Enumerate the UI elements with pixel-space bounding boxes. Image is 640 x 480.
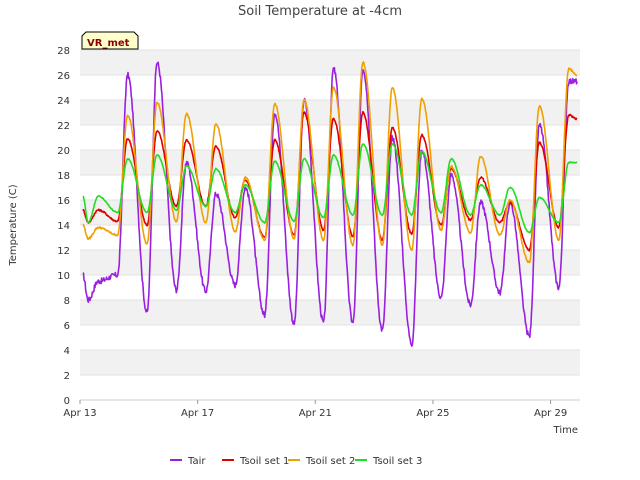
y-tick-label: 20 xyxy=(57,146,70,157)
legend: Tair Tsoil set 1 Tsoil set 2 Tsoil set 3 xyxy=(170,456,422,467)
y-tick-label: 8 xyxy=(64,296,70,307)
site-badge: VR_met xyxy=(81,31,139,50)
y-tick-label: 12 xyxy=(57,246,70,257)
x-tick-label: Apr 25 xyxy=(416,408,449,419)
y-tick-label: 22 xyxy=(57,121,70,132)
y-tick-label: 4 xyxy=(64,346,70,357)
grid-band xyxy=(80,350,580,375)
x-tick-label: Apr 21 xyxy=(299,408,332,419)
series-line-tsoil-set-2 xyxy=(82,61,578,264)
y-tick-label: 10 xyxy=(57,271,70,282)
y-tick-label: 16 xyxy=(57,196,70,207)
y-tick-label: 0 xyxy=(64,396,70,407)
series-line-tsoil-set-3 xyxy=(82,143,578,234)
y-tick-label: 2 xyxy=(64,371,70,382)
chart-title: Soil Temperature at -4cm xyxy=(238,4,402,19)
grid-band xyxy=(80,300,580,325)
grid-band xyxy=(80,250,580,275)
y-tick-label: 6 xyxy=(64,321,70,332)
legend-label: Tsoil set 1 xyxy=(239,456,289,467)
grid-bands xyxy=(80,50,580,375)
x-tick-label: Apr 29 xyxy=(534,408,567,419)
legend-label: Tsoil set 3 xyxy=(372,456,422,467)
y-tick-label: 14 xyxy=(57,221,70,232)
x-tick-label: Apr 13 xyxy=(63,408,96,419)
x-axis-ticks: Apr 13 Apr 17 Apr 21 Apr 25 Apr 29 xyxy=(63,400,567,419)
grid-band xyxy=(80,50,580,75)
x-axis-label: Time xyxy=(553,425,578,436)
y-tick-label: 18 xyxy=(57,171,70,182)
y-axis-label: Temperature (C) xyxy=(8,184,19,266)
site-badge-label: VR_met xyxy=(87,38,130,49)
y-tick-label: 28 xyxy=(57,46,70,57)
x-tick-label: Apr 17 xyxy=(181,408,214,419)
y-tick-label: 24 xyxy=(57,96,70,107)
y-tick-label: 26 xyxy=(57,71,70,82)
legend-label: Tair xyxy=(187,456,206,467)
site-badge-box xyxy=(81,31,139,50)
series-line-tsoil-set-1 xyxy=(82,110,578,252)
legend-label: Tsoil set 2 xyxy=(305,456,355,467)
series-layer xyxy=(82,61,578,347)
